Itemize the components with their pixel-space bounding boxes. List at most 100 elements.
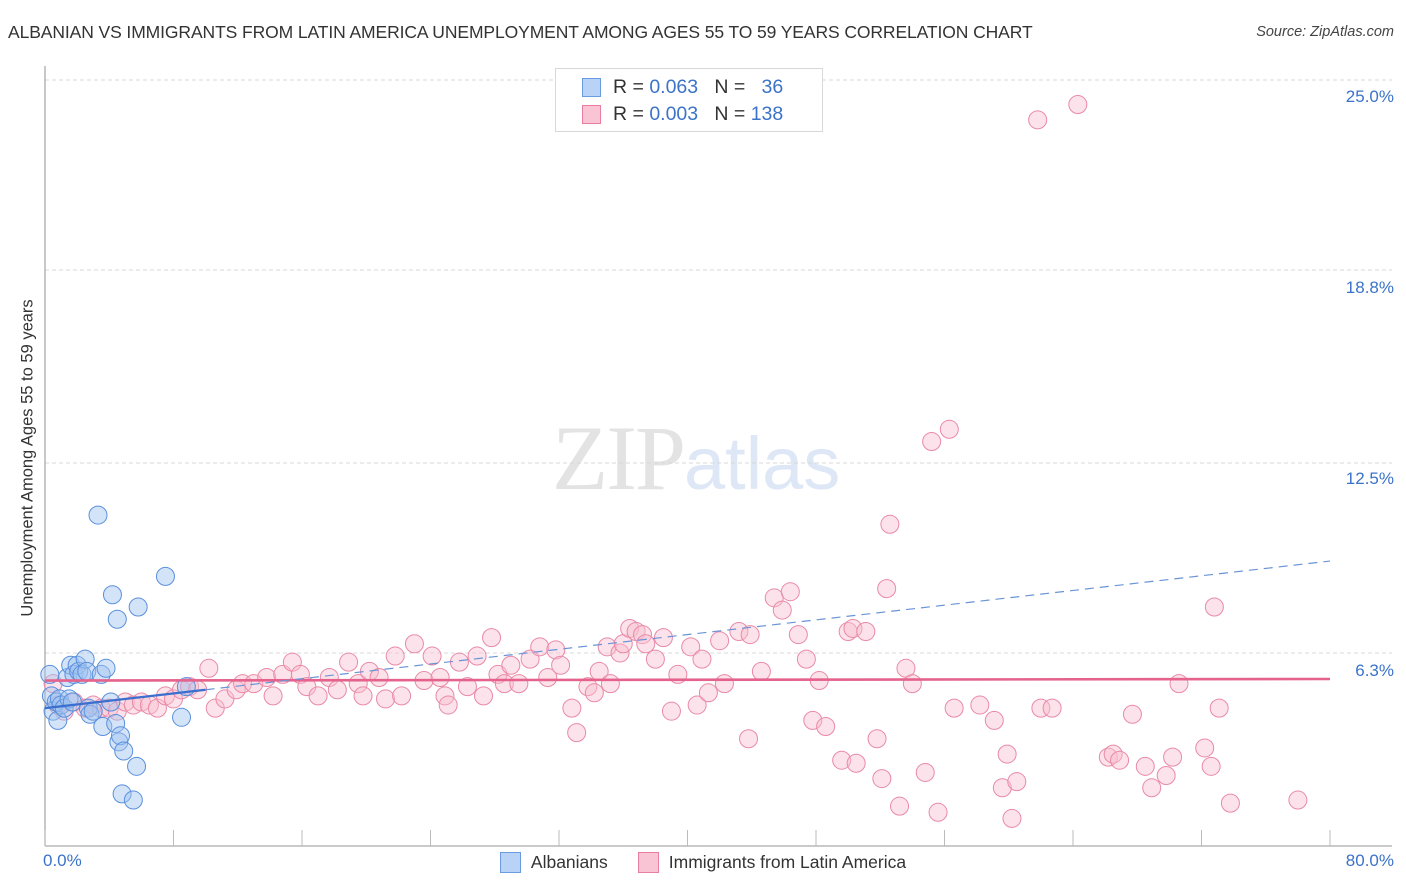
data-point xyxy=(1031,698,1051,718)
data-point xyxy=(832,750,852,770)
data-point xyxy=(939,419,959,439)
data-point xyxy=(155,566,175,586)
data-point xyxy=(422,646,442,666)
data-point xyxy=(1042,698,1062,718)
data-point xyxy=(110,726,130,746)
albanian-points xyxy=(40,505,196,810)
r-label: R = xyxy=(613,102,644,125)
data-point xyxy=(710,631,730,651)
data-point xyxy=(114,741,134,761)
data-point xyxy=(1110,750,1130,770)
data-point xyxy=(698,683,718,703)
data-point xyxy=(128,597,148,617)
data-point xyxy=(376,689,396,709)
latin-america-swatch-icon xyxy=(637,852,659,873)
y-tick-18-8: 18.8% xyxy=(1345,278,1394,297)
data-point xyxy=(584,683,604,703)
y-tick-6-3: 6.3% xyxy=(1355,661,1394,680)
data-point xyxy=(796,649,816,669)
data-point xyxy=(1209,698,1229,718)
data-point xyxy=(867,729,887,749)
albanians-swatch-icon xyxy=(499,852,521,873)
data-point xyxy=(1195,738,1215,758)
y-tick-25: 25.0% xyxy=(1345,87,1394,106)
data-point xyxy=(457,677,477,697)
data-point xyxy=(661,701,681,721)
x-tick-min: 0.0% xyxy=(43,851,82,870)
data-point xyxy=(984,710,1004,730)
data-point xyxy=(107,609,127,629)
data-point xyxy=(48,710,68,730)
data-point xyxy=(922,432,942,452)
data-point xyxy=(80,704,100,724)
data-point xyxy=(751,661,771,681)
data-point xyxy=(856,622,876,642)
data-point xyxy=(740,625,760,645)
x-tick-max: 80.0% xyxy=(1345,851,1394,870)
n-value: 138 xyxy=(750,102,784,125)
n-value: 36 xyxy=(761,75,784,98)
latin-america-points xyxy=(43,95,1308,828)
data-point xyxy=(597,637,617,657)
data-point xyxy=(1201,756,1221,776)
data-point xyxy=(714,674,734,694)
data-point xyxy=(1007,772,1027,792)
series-legend: Albanians Immigrants from Latin America xyxy=(0,852,1406,873)
data-point xyxy=(474,686,494,706)
data-point xyxy=(739,729,759,749)
data-point xyxy=(96,658,116,678)
data-point xyxy=(102,585,122,605)
data-point xyxy=(816,717,836,737)
data-point xyxy=(59,689,79,709)
data-point xyxy=(1163,747,1183,767)
data-point xyxy=(772,600,792,620)
data-point xyxy=(687,695,707,715)
data-point xyxy=(467,646,487,666)
data-point xyxy=(562,698,582,718)
data-point xyxy=(600,674,620,694)
axes xyxy=(44,66,1392,847)
data-point xyxy=(992,778,1012,798)
data-point xyxy=(551,655,571,675)
data-point xyxy=(93,717,113,737)
data-point xyxy=(339,652,359,672)
data-point xyxy=(509,674,529,694)
data-point xyxy=(653,628,673,648)
legend-item-albanians[interactable]: Albanians xyxy=(499,852,608,873)
data-point xyxy=(567,723,587,743)
data-point xyxy=(127,756,147,776)
n-label: N = xyxy=(714,102,746,125)
data-point xyxy=(327,680,347,700)
data-point xyxy=(681,637,701,657)
correlation-legend: R = 0.063 N = 36 R = 0.003 N = 138 xyxy=(555,68,823,132)
data-point xyxy=(1135,756,1155,776)
data-point xyxy=(780,582,800,602)
data-point xyxy=(692,649,712,669)
data-point xyxy=(872,769,892,789)
r-value: 0.003 xyxy=(649,102,699,125)
data-point xyxy=(263,686,283,706)
data-point xyxy=(88,505,108,525)
data-point xyxy=(49,689,69,709)
data-point xyxy=(1169,674,1189,694)
latin-america-swatch-icon xyxy=(582,104,601,124)
legend-item-latin-america[interactable]: Immigrants from Latin America xyxy=(637,852,906,873)
data-point xyxy=(1122,704,1142,724)
data-point xyxy=(109,732,129,752)
data-point xyxy=(538,667,558,687)
data-point xyxy=(1068,95,1088,115)
data-point xyxy=(636,634,656,654)
data-point xyxy=(172,707,192,727)
r-value: 0.063 xyxy=(649,75,699,98)
legend-row-albanians: R = 0.063 N = 36 xyxy=(582,74,783,100)
data-point xyxy=(106,713,126,733)
data-point xyxy=(62,692,82,712)
data-point xyxy=(199,658,219,678)
data-point xyxy=(846,753,866,773)
data-point xyxy=(645,649,665,669)
r-label: R = xyxy=(613,75,644,98)
data-point xyxy=(83,701,103,721)
albanian-trend-projection xyxy=(205,560,1331,691)
data-point xyxy=(1002,808,1022,828)
